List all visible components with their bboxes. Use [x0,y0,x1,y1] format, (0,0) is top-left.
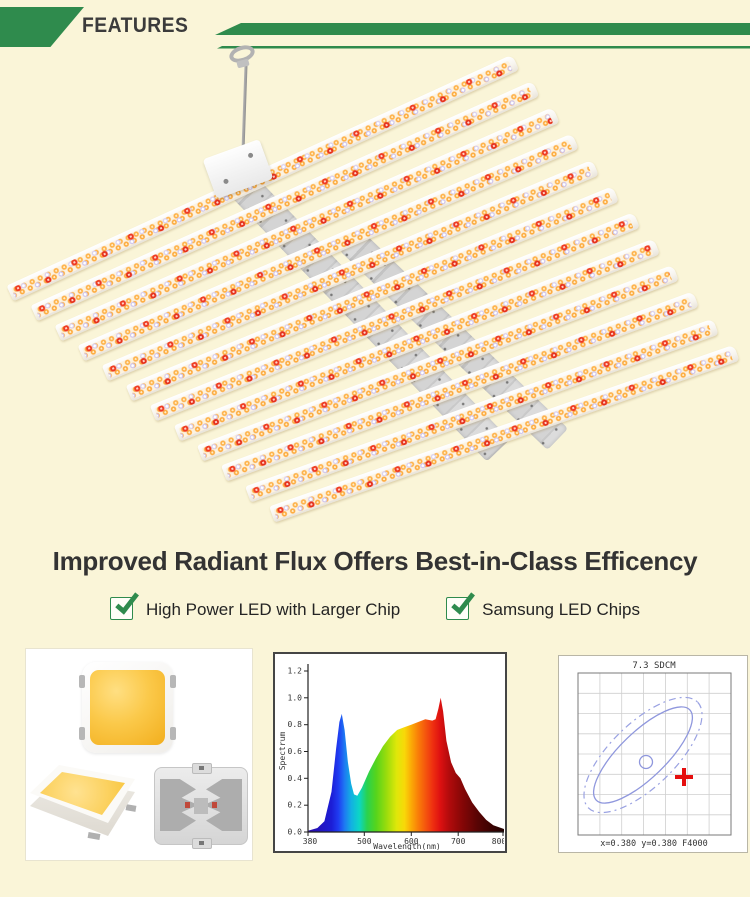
chip-lead-tab [192,838,212,849]
checkmark-icon [446,592,476,620]
hanging-hook-nut [236,58,250,69]
spectrum-chart-panel: 0.0 0.2 0.4 0.6 0.8 1.0 1.2 380 500 600 … [273,652,507,853]
chip-phosphor-surface [90,670,165,745]
chip-lead-tab [87,832,101,840]
y-axis-label: Spectrum [278,732,287,771]
lead-frame-center [194,798,208,814]
x-tick-label: 800 [492,837,504,846]
grow-light-image [6,42,739,523]
x-axis-label: Wavelength(nm) [373,842,440,850]
sdcm-panel: 7.3 SDCM x=0.380 y=0.380 F4000 [558,655,748,853]
header-accent-bar [215,23,750,35]
spectrum-chart: 0.0 0.2 0.4 0.6 0.8 1.0 1.2 380 500 600 … [278,664,506,851]
sdcm-grid [578,673,731,835]
section-title: Improved Radiant Flux Offers Best-in-Cla… [52,546,698,576]
x-tick-label: 500 [357,837,372,846]
chip-3d-view [28,757,148,857]
lead-frame-pad [160,779,196,831]
feature-check-item-samsung: Samsung LED Chips [446,592,640,620]
y-tick-label: 0.4 [288,774,303,783]
feature-label: Samsung LED Chips [482,599,640,619]
feature-label: High Power LED with Larger Chip [146,599,401,619]
checkmark-icon [110,592,139,620]
page-title: FEATURES [82,14,189,37]
polarity-mark [212,802,217,808]
y-tick-label: 0.6 [288,747,303,756]
x-tick-label: 700 [451,837,466,846]
hanging-rod [241,61,248,155]
header-accent-underline [217,46,750,49]
polarity-mark [185,802,190,808]
chip-lead-tab [170,727,176,740]
y-tick-label: 1.2 [288,667,303,676]
sdcm-outer-ellipse [583,696,703,814]
y-tick-label: 0.2 [288,801,303,810]
y-tick-label: 0.8 [288,720,303,729]
spectrum-curve [308,697,505,832]
sdcm-inner-ellipse [592,706,694,804]
x-tick-label: 380 [303,837,318,846]
feature-check-item-chip: High Power LED with Larger Chip [110,592,401,620]
screw-dot [222,178,230,185]
chip-lead-tab [192,763,212,774]
chip-back-view [154,763,248,849]
x-tick-label: 600 [404,837,419,846]
led-chip-panel [25,648,253,861]
y-tick-label: 0.0 [288,828,303,837]
sdcm-center-circle [638,754,654,770]
solder-dot [199,766,204,770]
chip-lead-tab [170,675,176,688]
screw-dot [247,152,254,159]
y-tick-label: 1.0 [288,693,303,702]
sdcm-caption: x=0.380 y=0.380 F4000 [600,839,707,849]
chip-lead-tab [79,727,85,740]
sdcm-title: 7.3 SDCM [632,661,676,671]
sdcm-chart: 7.3 SDCM x=0.380 y=0.380 F4000 [577,661,732,849]
feature-list: High Power LED with Larger Chip Samsung … [0,592,750,620]
chip-lead-tab [79,675,85,688]
solder-dot [199,841,204,845]
led-strip [58,113,554,339]
chip-lead-tab [125,804,137,812]
chip-top-view [79,662,176,753]
red-cross-marker [675,768,693,786]
